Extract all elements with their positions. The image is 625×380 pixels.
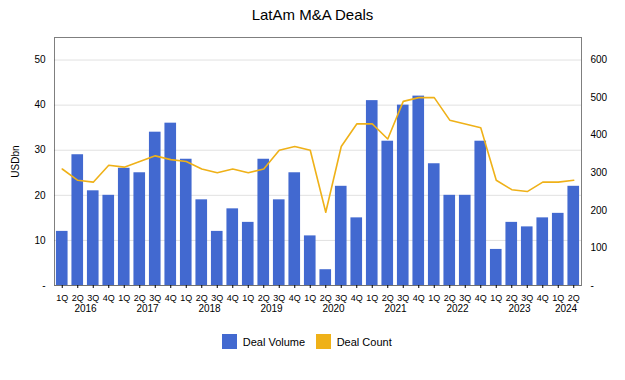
svg-text:2022: 2022 xyxy=(446,303,469,314)
svg-text:3Q: 3Q xyxy=(211,293,223,303)
svg-text:4Q: 4Q xyxy=(475,293,487,303)
svg-text:3Q: 3Q xyxy=(397,293,409,303)
svg-text:1Q: 1Q xyxy=(56,293,68,303)
svg-text:50: 50 xyxy=(34,54,46,65)
svg-text:2Q: 2Q xyxy=(196,293,208,303)
svg-text:2020: 2020 xyxy=(322,303,345,314)
svg-text:4Q: 4Q xyxy=(413,293,425,303)
svg-text:2Q: 2Q xyxy=(72,293,84,303)
svg-text:300: 300 xyxy=(591,167,608,178)
svg-text:1Q: 1Q xyxy=(180,293,192,303)
svg-text:2024: 2024 xyxy=(555,303,578,314)
svg-text:1Q: 1Q xyxy=(552,293,564,303)
svg-text:2021: 2021 xyxy=(384,303,407,314)
svg-text:40: 40 xyxy=(34,99,46,110)
html-text:LatAm M&A Deals: LatAm M&A Deals xyxy=(251,6,374,23)
html-text:Deal Count: Deal Count xyxy=(336,335,392,348)
svg-text:2018: 2018 xyxy=(198,303,221,314)
svg-text:3Q: 3Q xyxy=(521,293,533,303)
svg-text:2Q: 2Q xyxy=(320,293,332,303)
svg-text:3Q: 3Q xyxy=(273,293,285,303)
svg-text:20: 20 xyxy=(34,190,46,201)
html-text:Deal Volume: Deal Volume xyxy=(242,335,306,348)
svg-text:2016: 2016 xyxy=(74,303,97,314)
svg-text:1Q: 1Q xyxy=(304,293,316,303)
svg-text:3Q: 3Q xyxy=(87,293,99,303)
svg-text:4Q: 4Q xyxy=(289,293,301,303)
svg-text:600: 600 xyxy=(591,54,608,65)
svg-text:4Q: 4Q xyxy=(227,293,239,303)
svg-text:1Q: 1Q xyxy=(118,293,130,303)
svg-text:1Q: 1Q xyxy=(366,293,378,303)
svg-text:-: - xyxy=(42,280,45,291)
svg-text:2023: 2023 xyxy=(508,303,531,314)
svg-text:10: 10 xyxy=(34,235,46,246)
svg-text:500: 500 xyxy=(591,92,608,103)
svg-text:3Q: 3Q xyxy=(149,293,161,303)
svg-text:2Q: 2Q xyxy=(506,293,518,303)
svg-text:USDbn: USDbn xyxy=(10,145,21,177)
svg-text:2019: 2019 xyxy=(260,303,283,314)
svg-text:2Q: 2Q xyxy=(568,293,580,303)
svg-text:4Q: 4Q xyxy=(351,293,363,303)
svg-text:2Q: 2Q xyxy=(444,293,456,303)
svg-text:2Q: 2Q xyxy=(134,293,146,303)
svg-text:200: 200 xyxy=(591,205,608,216)
svg-text:4Q: 4Q xyxy=(165,293,177,303)
svg-text:-: - xyxy=(591,280,594,291)
svg-text:2Q: 2Q xyxy=(382,293,394,303)
svg-text:400: 400 xyxy=(591,129,608,140)
svg-text:4Q: 4Q xyxy=(537,293,549,303)
svg-text:100: 100 xyxy=(591,242,608,253)
svg-text:4Q: 4Q xyxy=(103,293,115,303)
svg-text:30: 30 xyxy=(34,144,46,155)
svg-text:1Q: 1Q xyxy=(490,293,502,303)
svg-text:1Q: 1Q xyxy=(242,293,254,303)
svg-text:2017: 2017 xyxy=(136,303,159,314)
svg-text:1Q: 1Q xyxy=(428,293,440,303)
svg-text:2Q: 2Q xyxy=(258,293,270,303)
svg-text:3Q: 3Q xyxy=(335,293,347,303)
svg-text:3Q: 3Q xyxy=(459,293,471,303)
